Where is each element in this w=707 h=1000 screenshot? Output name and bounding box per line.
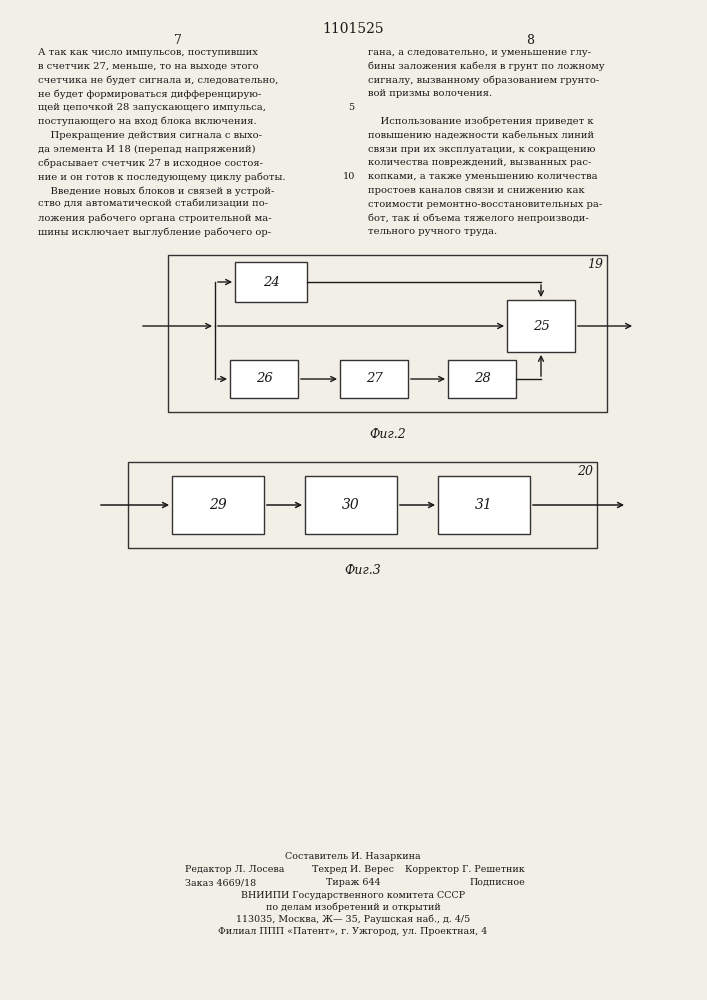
Bar: [305, 476, 397, 534]
Text: 113035, Москва, Ж— 35, Раушская наб., д. 4/5: 113035, Москва, Ж— 35, Раушская наб., д.…: [236, 915, 470, 924]
Text: в счетчик 27, меньше, то на выходе этого: в счетчик 27, меньше, то на выходе этого: [38, 62, 259, 71]
Bar: [172, 476, 264, 534]
Bar: [438, 476, 530, 534]
Text: 28: 28: [474, 372, 491, 385]
Text: щей цепочкой 28 запускающего импульса,: щей цепочкой 28 запускающего импульса,: [38, 103, 266, 112]
Bar: [128, 462, 597, 548]
Text: вой призмы волочения.: вой призмы волочения.: [368, 89, 492, 98]
Text: 25: 25: [532, 320, 549, 332]
Text: связи при их эксплуатации, к сокращению: связи при их эксплуатации, к сокращению: [368, 145, 595, 154]
Bar: [235, 262, 307, 302]
Bar: [340, 360, 408, 398]
Text: 29: 29: [209, 498, 227, 512]
Text: простоев каналов связи и снижению как: простоев каналов связи и снижению как: [368, 186, 585, 195]
Text: ство для автоматической стабилизации по-: ство для автоматической стабилизации по-: [38, 200, 268, 209]
Text: Корректор Г. Решетник: Корректор Г. Решетник: [405, 865, 525, 874]
Text: 7: 7: [174, 34, 182, 47]
Text: Фиг.2: Фиг.2: [369, 428, 406, 441]
Text: 5: 5: [348, 103, 354, 112]
Text: повышению надежности кабельных линий: повышению надежности кабельных линий: [368, 131, 594, 140]
Text: количества повреждений, вызванных рас-: количества повреждений, вызванных рас-: [368, 158, 591, 167]
Text: 8: 8: [526, 34, 534, 47]
Text: копками, а также уменьшению количества: копками, а также уменьшению количества: [368, 172, 597, 181]
Text: ложения рабочего органа строительной ма-: ложения рабочего органа строительной ма-: [38, 214, 271, 223]
Text: Заказ 4669/18: Заказ 4669/18: [185, 878, 256, 887]
Text: 30: 30: [342, 498, 360, 512]
Text: бины заложения кабеля в грунт по ложному: бины заложения кабеля в грунт по ложному: [368, 62, 604, 71]
Text: 31: 31: [475, 498, 493, 512]
Text: Подписное: Подписное: [469, 878, 525, 887]
Text: 27: 27: [366, 372, 382, 385]
Text: ние и он готов к последующему циклу работы.: ние и он готов к последующему циклу рабо…: [38, 172, 286, 182]
Text: по делам изобретений и открытий: по делам изобретений и открытий: [266, 903, 440, 912]
Bar: [230, 360, 298, 398]
Text: тельного ручного труда.: тельного ручного труда.: [368, 227, 497, 236]
Text: гана, а следовательно, и уменьшение глу-: гана, а следовательно, и уменьшение глу-: [368, 48, 591, 57]
Text: Тираж 644: Тираж 644: [326, 878, 380, 887]
Text: поступающего на вход блока включения.: поступающего на вход блока включения.: [38, 117, 257, 126]
Text: Составитель И. Назаркина: Составитель И. Назаркина: [285, 852, 421, 861]
Text: сигналу, вызванному образованием грунто-: сигналу, вызванному образованием грунто-: [368, 76, 600, 85]
Text: 19: 19: [587, 258, 603, 271]
Text: 26: 26: [256, 372, 272, 385]
Text: бот, так и́ объема тяжелого непроизводи-: бот, так и́ объема тяжелого непроизводи-: [368, 214, 589, 223]
Text: 10: 10: [343, 172, 355, 181]
Bar: [448, 360, 516, 398]
Text: Использование изобретения приведет к: Использование изобретения приведет к: [368, 117, 594, 126]
Bar: [507, 300, 575, 352]
Text: не будет формироваться дифференцирую-: не будет формироваться дифференцирую-: [38, 89, 262, 99]
Text: 24: 24: [262, 275, 279, 288]
Text: 1101525: 1101525: [322, 22, 384, 36]
Text: Техред И. Верес: Техред И. Верес: [312, 865, 394, 874]
Bar: [168, 255, 607, 412]
Text: да элемента И 18 (перепад напряжений): да элемента И 18 (перепад напряжений): [38, 145, 256, 154]
Text: Филиал ППП «Патент», г. Ужгород, ул. Проектная, 4: Филиал ППП «Патент», г. Ужгород, ул. Про…: [218, 927, 488, 936]
Text: стоимости ремонтно-восстановительных ра-: стоимости ремонтно-восстановительных ра-: [368, 200, 602, 209]
Text: Прекращение действия сигнала с выхо-: Прекращение действия сигнала с выхо-: [38, 131, 262, 140]
Text: ВНИИПИ Государственного комитета СССР: ВНИИПИ Государственного комитета СССР: [241, 891, 465, 900]
Text: Фиг.3: Фиг.3: [344, 564, 381, 577]
Text: счетчика не будет сигнала и, следовательно,: счетчика не будет сигнала и, следователь…: [38, 76, 279, 85]
Text: Редактор Л. Лосева: Редактор Л. Лосева: [185, 865, 284, 874]
Text: Введение новых блоков и связей в устрой-: Введение новых блоков и связей в устрой-: [38, 186, 274, 196]
Text: сбрасывает счетчик 27 в исходное состоя-: сбрасывает счетчик 27 в исходное состоя-: [38, 158, 263, 168]
Text: А так как число импульсов, поступивших: А так как число импульсов, поступивших: [38, 48, 258, 57]
Text: шины исключает выглубление рабочего ор-: шины исключает выглубление рабочего ор-: [38, 227, 271, 237]
Text: 20: 20: [577, 465, 593, 478]
